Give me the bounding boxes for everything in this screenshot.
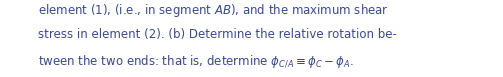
Text: element (1), (i.e., in segment $\mathit{AB}$), and the maximum shear: element (1), (i.e., in segment $\mathit{… xyxy=(38,2,389,19)
Text: stress in element (2). (b) Determine the relative rotation be-: stress in element (2). (b) Determine the… xyxy=(38,28,396,41)
Text: tween the two ends: that is, determine $\phi_{C/A} \equiv \phi_C - \phi_A$.: tween the two ends: that is, determine $… xyxy=(38,53,354,70)
